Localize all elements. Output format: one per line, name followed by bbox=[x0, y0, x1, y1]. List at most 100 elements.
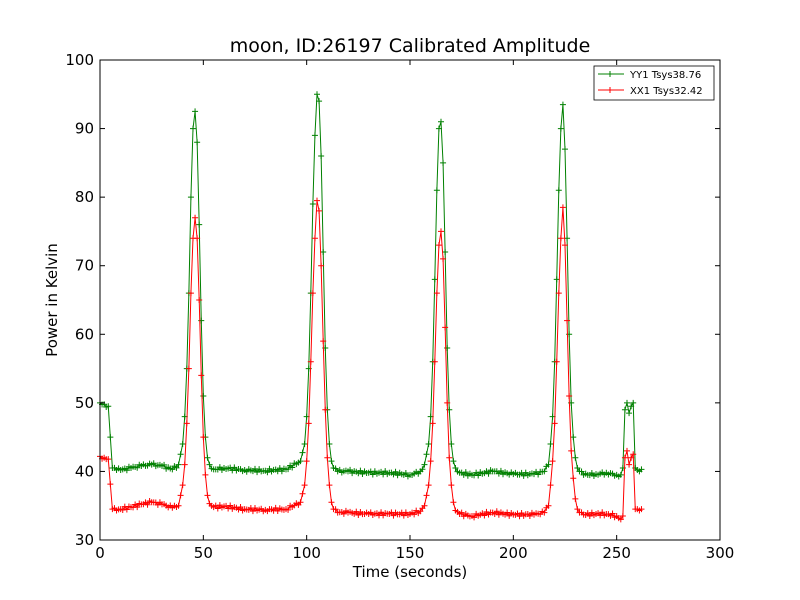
data-point bbox=[285, 506, 292, 513]
data-point bbox=[249, 508, 256, 515]
x-tick-label: 100 bbox=[292, 544, 321, 562]
data-point bbox=[462, 469, 469, 476]
chart-title: moon, ID:26197 Calibrated Amplitude bbox=[230, 35, 591, 57]
data-point bbox=[438, 228, 444, 235]
data-point bbox=[574, 465, 581, 471]
data-point bbox=[264, 469, 271, 476]
data-point bbox=[314, 91, 320, 98]
data-point bbox=[566, 393, 573, 399]
data-point bbox=[557, 125, 564, 132]
data-point bbox=[545, 461, 552, 468]
data-point bbox=[475, 472, 482, 479]
data-point bbox=[624, 447, 630, 454]
data-point bbox=[181, 461, 188, 468]
data-point bbox=[520, 472, 527, 479]
data-point bbox=[617, 516, 624, 523]
data-point bbox=[402, 470, 409, 477]
data-point bbox=[421, 502, 428, 509]
data-point bbox=[572, 454, 579, 461]
data-point bbox=[237, 503, 244, 510]
data-point bbox=[452, 465, 459, 471]
data-point bbox=[493, 508, 500, 515]
data-point bbox=[628, 403, 635, 410]
data-point bbox=[450, 458, 457, 465]
data-point bbox=[378, 509, 385, 516]
data-point bbox=[442, 249, 449, 255]
data-point bbox=[630, 451, 637, 458]
data-point bbox=[382, 468, 389, 475]
data-point bbox=[303, 458, 310, 465]
data-point bbox=[626, 461, 633, 468]
data-point bbox=[326, 482, 333, 489]
series-yy1 bbox=[97, 91, 645, 480]
x-tick-label: 250 bbox=[602, 544, 631, 562]
y-axis-label: Power in Kelvin bbox=[43, 243, 61, 357]
data-point bbox=[324, 454, 331, 461]
data-point bbox=[431, 358, 438, 365]
x-axis-label: Time (seconds) bbox=[352, 563, 468, 581]
data-point bbox=[435, 125, 442, 132]
data-point bbox=[423, 451, 430, 458]
data-point bbox=[107, 434, 114, 441]
data-point bbox=[624, 399, 630, 406]
data-point bbox=[551, 420, 558, 427]
data-point bbox=[175, 461, 182, 468]
data-point bbox=[169, 466, 176, 473]
data-point bbox=[192, 214, 199, 221]
data-point bbox=[314, 197, 320, 204]
data-point bbox=[626, 410, 633, 417]
data-point bbox=[254, 469, 261, 476]
y-tick-label: 80 bbox=[75, 188, 94, 206]
x-tick-label: 150 bbox=[396, 544, 425, 562]
data-point bbox=[562, 242, 568, 249]
data-point bbox=[320, 249, 327, 255]
data-point bbox=[369, 471, 376, 478]
data-point bbox=[425, 441, 432, 447]
data-point bbox=[119, 507, 126, 514]
data-point bbox=[421, 461, 428, 468]
data-point bbox=[568, 447, 575, 454]
data-point bbox=[433, 187, 440, 194]
data-point bbox=[572, 495, 579, 502]
data-point bbox=[227, 502, 234, 509]
data-point bbox=[185, 365, 192, 372]
data-point bbox=[105, 456, 112, 463]
data-point bbox=[481, 512, 488, 519]
data-point bbox=[332, 506, 339, 513]
data-point bbox=[599, 509, 606, 516]
data-point bbox=[425, 482, 432, 489]
data-point bbox=[586, 512, 593, 519]
data-point bbox=[320, 338, 327, 345]
plot-frame bbox=[99, 59, 721, 541]
data-point bbox=[621, 454, 628, 461]
series-xx1 bbox=[97, 197, 645, 523]
data-point bbox=[570, 475, 577, 482]
data-point bbox=[107, 481, 114, 488]
y-tick-label: 100 bbox=[65, 51, 94, 69]
data-point bbox=[559, 101, 566, 108]
data-point bbox=[555, 290, 562, 297]
data-point bbox=[196, 221, 203, 228]
data-point bbox=[200, 434, 207, 441]
data-point bbox=[196, 297, 203, 303]
data-point bbox=[214, 505, 221, 512]
data-point bbox=[328, 499, 335, 506]
data-point bbox=[173, 464, 180, 471]
legend-label-yy1: YY1 Tsys38.76 bbox=[629, 70, 701, 81]
x-axis-ticks: 0 50 100 150 200 250 300 bbox=[95, 60, 734, 562]
data-point bbox=[340, 510, 347, 517]
data-point bbox=[471, 514, 478, 521]
data-point bbox=[450, 499, 457, 506]
data-point bbox=[547, 441, 554, 447]
data-point bbox=[638, 506, 645, 513]
data-point bbox=[549, 458, 556, 465]
data-point bbox=[547, 482, 554, 489]
data-point bbox=[305, 420, 312, 427]
legend-box bbox=[593, 65, 715, 101]
data-point bbox=[392, 468, 399, 475]
data-point bbox=[442, 324, 449, 331]
y-tick-label: 50 bbox=[75, 394, 94, 412]
data-point bbox=[297, 458, 304, 465]
data-point bbox=[458, 509, 465, 516]
